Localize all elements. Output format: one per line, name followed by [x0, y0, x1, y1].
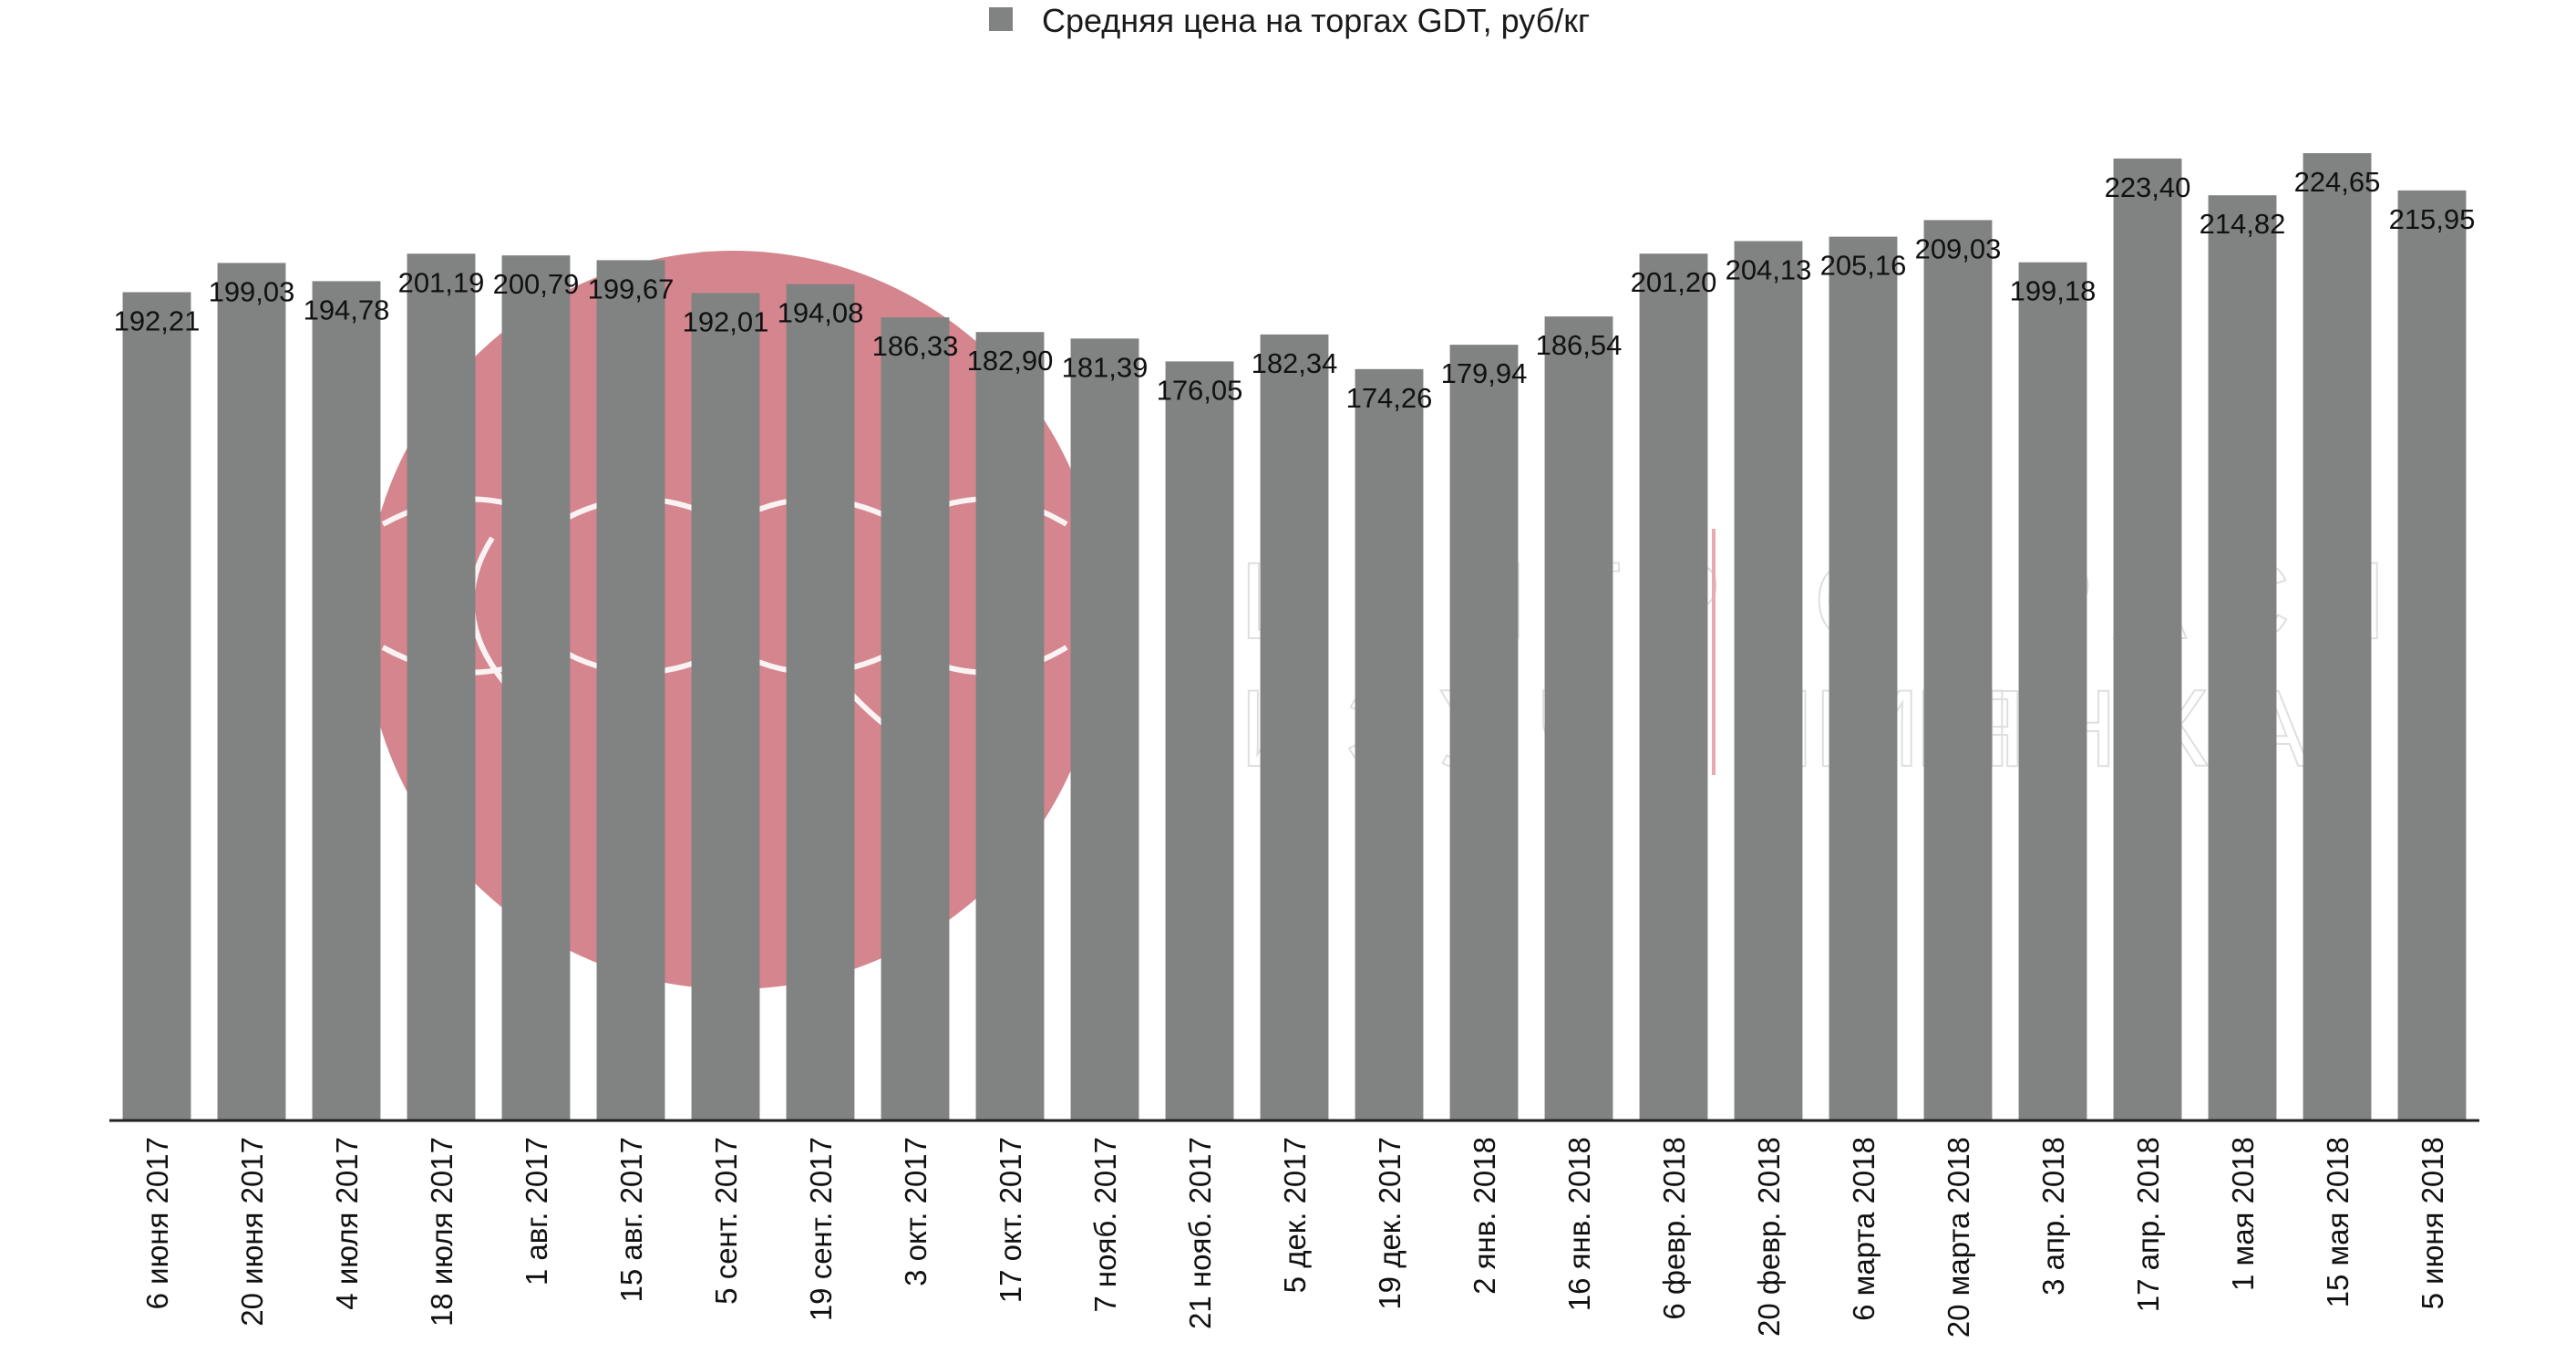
x-tick-label-14: 19 дек. 2017 — [1373, 1137, 1406, 1310]
bar-5 — [501, 255, 571, 1121]
value-label-9: 186,33 — [872, 330, 959, 362]
x-tick-label-22: 17 апр. 2018 — [2131, 1137, 2165, 1312]
value-label-4: 201,19 — [398, 266, 485, 298]
x-tick-label-25: 5 июня 2018 — [2416, 1137, 2449, 1309]
value-label-2: 199,03 — [209, 275, 295, 307]
bar-3 — [312, 281, 381, 1120]
bar-1 — [122, 292, 191, 1120]
bar-2 — [217, 263, 286, 1120]
svg-text:ОТРАСЛ: ОТРАСЛ — [1814, 540, 2413, 662]
value-label-21: 199,18 — [2010, 275, 2097, 307]
x-tick-label-1: 6 июня 2017 — [140, 1137, 174, 1309]
x-tick-label-18: 20 февр. 2018 — [1752, 1137, 1786, 1337]
value-label-3: 194,78 — [304, 294, 390, 325]
value-label-11: 181,39 — [1062, 351, 1149, 383]
bar-6 — [596, 260, 665, 1120]
x-tick-label-11: 7 нояб. 2017 — [1088, 1137, 1122, 1313]
value-label-15: 179,94 — [1441, 357, 1528, 389]
bar-13 — [1260, 334, 1329, 1120]
bar-7 — [691, 293, 760, 1121]
bar-23 — [2208, 195, 2277, 1121]
x-tick-label-21: 3 апр. 2018 — [2036, 1137, 2070, 1296]
value-label-22: 223,40 — [2105, 171, 2191, 203]
bars-group — [122, 153, 2467, 1121]
x-tick-label-13: 5 дек. 2017 — [1278, 1137, 1312, 1293]
x-tick-label-16: 16 янв. 2018 — [1562, 1137, 1596, 1311]
x-tick-label-9: 3 окт. 2017 — [899, 1137, 933, 1286]
bar-17 — [1639, 253, 1708, 1121]
x-tick-label-15: 2 янв. 2018 — [1468, 1137, 1501, 1295]
bar-10 — [975, 332, 1045, 1121]
x-tick-label-24: 15 мая 2018 — [2321, 1137, 2354, 1307]
x-tick-label-4: 18 июля 2017 — [425, 1137, 459, 1327]
bar-20 — [1923, 220, 1993, 1120]
bar-22 — [2113, 158, 2182, 1120]
value-label-1: 192,21 — [114, 305, 201, 336]
x-tick-label-7: 5 сент. 2017 — [709, 1137, 743, 1305]
legend-swatch — [989, 7, 1013, 31]
value-label-17: 201,20 — [1631, 266, 1717, 298]
x-tick-label-12: 21 нояб. 2017 — [1183, 1137, 1217, 1329]
x-tick-label-6: 15 авг. 2017 — [614, 1137, 648, 1303]
x-tick-label-8: 19 сент. 2017 — [804, 1137, 838, 1321]
value-label-6: 199,67 — [588, 273, 675, 305]
value-label-7: 192,01 — [683, 305, 769, 337]
bar-4 — [407, 253, 476, 1121]
bar-14 — [1355, 368, 1424, 1120]
x-tick-label-19: 6 марта 2018 — [1847, 1137, 1880, 1321]
x-tick-label-17: 6 февр. 2018 — [1657, 1137, 1691, 1320]
x-tick-label-20: 20 марта 2018 — [1942, 1137, 1975, 1337]
x-tick-label-5: 1 авг. 2017 — [520, 1137, 553, 1286]
value-label-8: 194,08 — [778, 297, 864, 329]
x-tick-label-10: 17 окт. 2017 — [994, 1137, 1027, 1303]
bar-9 — [881, 317, 950, 1120]
value-label-14: 174,26 — [1346, 382, 1433, 414]
value-label-19: 205,16 — [1820, 250, 1907, 282]
bar-11 — [1070, 338, 1139, 1120]
bar-18 — [1734, 241, 1803, 1121]
value-label-16: 186,54 — [1536, 329, 1623, 361]
legend-label: Средняя цена на торгах GDT, руб/кг — [1042, 2, 1590, 39]
bar-24 — [2303, 153, 2372, 1120]
value-label-20: 209,03 — [1915, 232, 2002, 264]
value-label-24: 224,65 — [2294, 166, 2381, 198]
value-label-23: 214,82 — [2200, 208, 2286, 240]
value-label-10: 182,90 — [967, 345, 1054, 377]
bar-16 — [1544, 316, 1613, 1120]
value-label-18: 204,13 — [1726, 253, 1812, 285]
x-tick-label-2: 20 июня 2017 — [235, 1137, 269, 1327]
x-tick-label-23: 1 мая 2018 — [2226, 1137, 2260, 1291]
bar-19 — [1829, 236, 1898, 1120]
bar-21 — [2018, 262, 2087, 1121]
value-label-5: 200,79 — [493, 268, 580, 300]
bar-15 — [1449, 345, 1519, 1121]
x-tick-label-3: 4 июля 2017 — [330, 1137, 364, 1310]
bar-25 — [2397, 190, 2467, 1120]
value-label-12: 176,05 — [1157, 374, 1243, 406]
bar-12 — [1165, 361, 1234, 1120]
x-tick-labels-group: 6 июня 2017 20 июня 2017 4 июля 2017 18 июл… — [140, 1137, 2449, 1337]
value-label-13: 182,34 — [1252, 347, 1338, 379]
value-labels-group: 192,21 199,03 194,78 201,19 200,79 199,67192,… — [114, 166, 2476, 414]
legend: Средняя цена на торгах GDT, руб/кг — [989, 2, 1590, 39]
value-label-25: 215,95 — [2389, 203, 2476, 235]
bar-8 — [786, 284, 855, 1121]
